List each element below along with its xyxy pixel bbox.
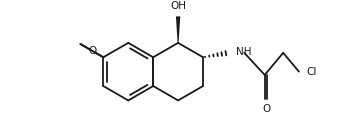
Text: O: O bbox=[88, 46, 96, 56]
Text: O: O bbox=[263, 104, 271, 114]
Polygon shape bbox=[176, 16, 180, 43]
Text: NH: NH bbox=[236, 47, 251, 57]
Text: Cl: Cl bbox=[307, 67, 317, 77]
Text: OH: OH bbox=[170, 1, 186, 11]
